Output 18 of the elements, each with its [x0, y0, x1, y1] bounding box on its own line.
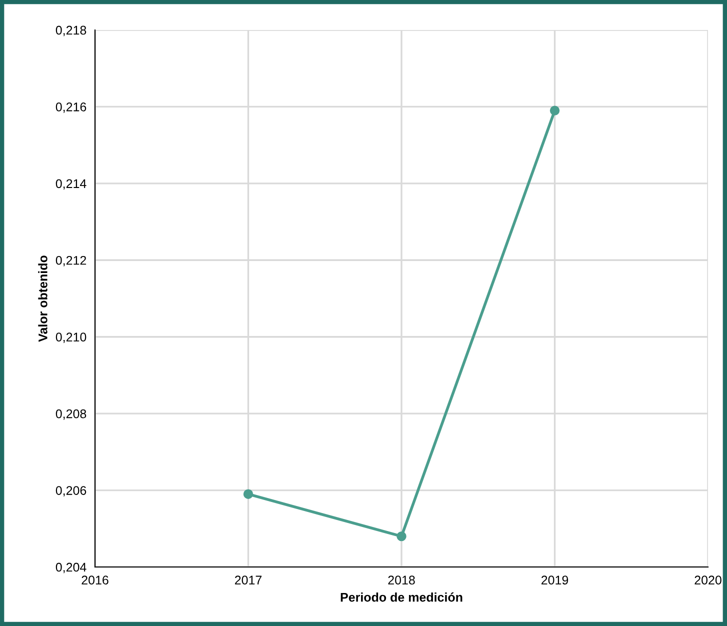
- y-tick-label: 0,208: [56, 409, 86, 420]
- y-tick-label: 0,212: [56, 256, 86, 266]
- x-tick-label: 2016: [82, 576, 108, 585]
- y-tick-label: 0,214: [56, 179, 86, 190]
- point: [243, 489, 254, 499]
- x-tick-label: 2018: [388, 576, 415, 585]
- point: [396, 531, 406, 542]
- x-tick-label: 2019: [541, 576, 568, 585]
- point: [550, 106, 560, 116]
- y-tick-label: 0,210: [56, 332, 86, 343]
- x-tick-label: 2020: [694, 576, 722, 585]
- y-tick-label: 0,216: [56, 102, 86, 113]
- x-tick-label: 2017: [234, 576, 262, 585]
- y-tick-label: 0,218: [56, 26, 86, 36]
- y-tick-label: 0,204: [56, 562, 86, 574]
- x-axis-title: Periodo de medición: [340, 592, 462, 602]
- y-tick-label: 0,206: [56, 486, 86, 496]
- y-axis-title: Valor obtenido: [38, 256, 48, 342]
